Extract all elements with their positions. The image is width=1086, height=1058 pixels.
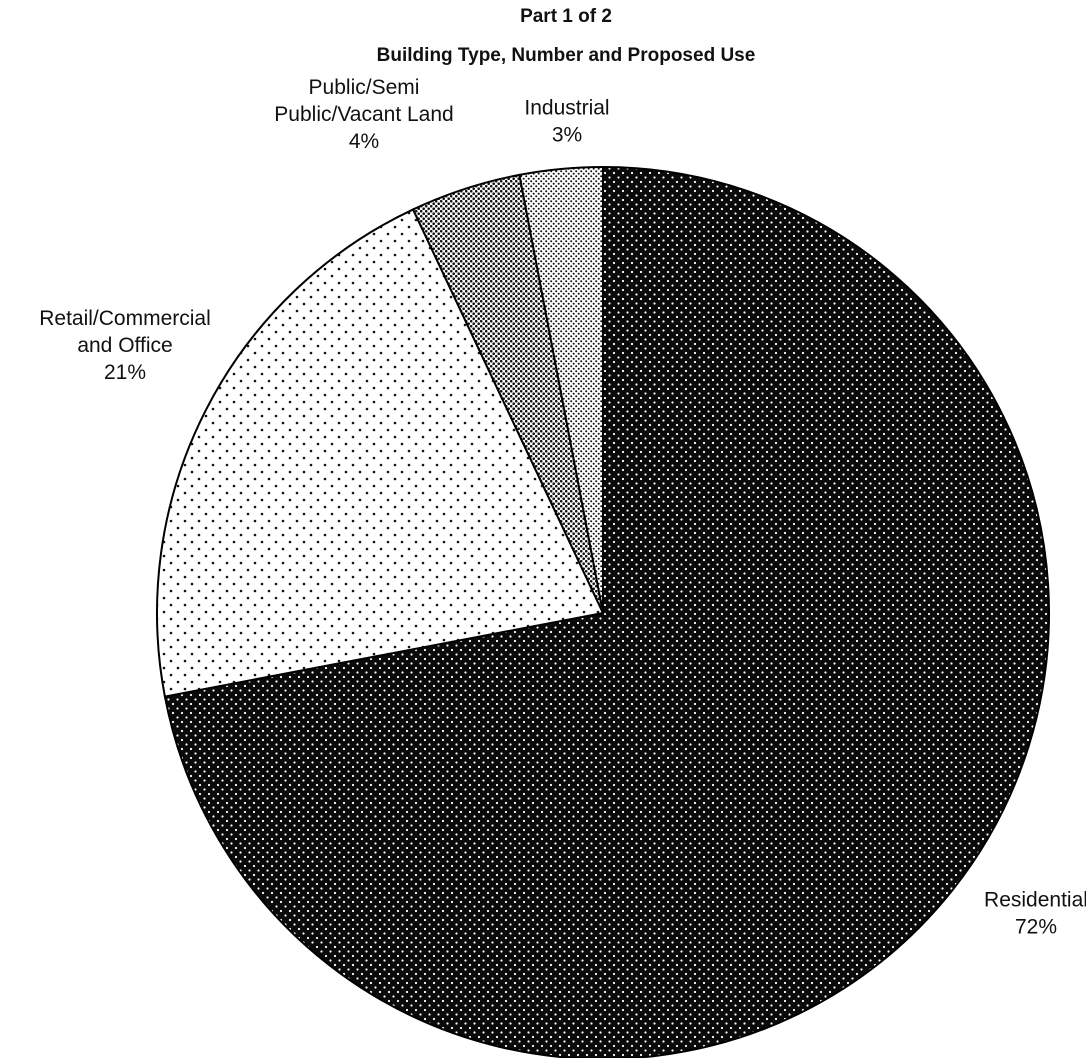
slice-label-industrial: Industrial 3% [524, 97, 609, 147]
chart-subtitle: Building Type, Number and Proposed Use [377, 45, 756, 66]
pie-slice-industrial [518, 165, 604, 614]
pie-slice-retail-commercial-office [156, 208, 605, 698]
slice-percent: 4% [349, 130, 379, 153]
slice-label-line: Industrial [524, 97, 609, 120]
slice-label-line: and Office [77, 334, 172, 357]
pie-labels: Residential 72% Retail/Commercial and Offic… [39, 76, 1086, 939]
chart-title: Part 1 of 2 [520, 6, 612, 27]
slice-label-retail-commercial-office: Retail/Commercial and Office 21% [39, 307, 211, 384]
pie-slices [156, 165, 1050, 1058]
slice-percent: 3% [552, 124, 582, 147]
slice-percent: 72% [1015, 916, 1057, 939]
slice-label-line: Residential [984, 889, 1086, 912]
slice-label-residential: Residential 72% [984, 889, 1086, 939]
slice-label-public-semi-public-vacant-land: Public/Semi Public/Vacant Land 4% [274, 76, 453, 153]
slice-label-line: Retail/Commercial [39, 307, 211, 330]
slice-label-line: Public/Vacant Land [274, 103, 453, 126]
slice-percent: 21% [104, 361, 146, 384]
pie-slice-residential [163, 165, 1050, 1058]
slice-label-line: Public/Semi [309, 76, 420, 99]
